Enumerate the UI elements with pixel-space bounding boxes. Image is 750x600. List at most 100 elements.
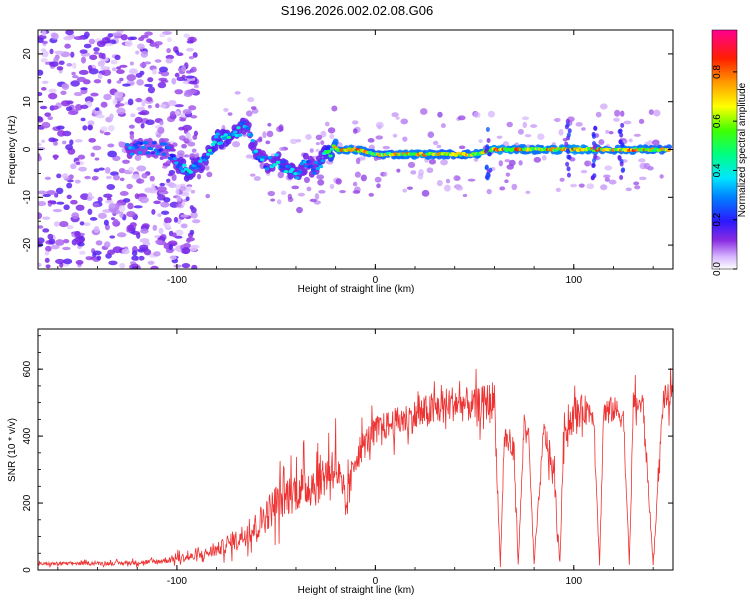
noise-blob xyxy=(97,196,103,203)
noise-blob xyxy=(506,164,514,170)
noise-blob xyxy=(134,154,142,161)
noise-blob xyxy=(458,145,466,150)
noise-blob xyxy=(171,174,177,182)
noise-blob xyxy=(505,172,511,177)
x-tick-label: 100 xyxy=(565,576,582,587)
noise-blob xyxy=(581,127,586,131)
noise-blob xyxy=(554,117,561,123)
noise-blob xyxy=(522,121,528,129)
noise-blob xyxy=(595,111,602,118)
noise-blob xyxy=(318,189,326,194)
ridge-core xyxy=(290,167,295,171)
noise-blob xyxy=(147,104,152,109)
noise-blob xyxy=(97,73,103,80)
noise-blob xyxy=(114,54,121,61)
noise-blob xyxy=(41,50,49,58)
noise-blob xyxy=(191,264,198,269)
noise-blob xyxy=(86,197,93,202)
noise-blob xyxy=(183,138,190,144)
colorbar-label: Normalized spectral amplitude xyxy=(737,82,748,217)
noise-blob xyxy=(147,77,154,83)
colorbar-tick-label: 0.6 xyxy=(712,114,723,128)
noise-blob xyxy=(112,32,122,37)
noise-blob xyxy=(317,179,325,186)
noise-blob xyxy=(113,91,124,99)
ridge-core xyxy=(218,141,224,145)
noise-blob xyxy=(375,135,384,140)
noise-blob xyxy=(249,173,256,177)
noise-blob xyxy=(119,177,125,182)
noise-blob xyxy=(562,138,568,142)
noise-blob xyxy=(122,198,131,203)
noise-blob xyxy=(135,98,143,103)
noise-blob xyxy=(64,43,71,49)
noise-blob xyxy=(144,83,153,88)
noise-blob xyxy=(51,138,59,142)
noise-blob xyxy=(130,36,138,41)
noise-blob xyxy=(518,160,523,166)
noise-blob xyxy=(524,134,532,138)
noise-blob xyxy=(112,246,123,254)
streak-blob xyxy=(485,127,490,133)
noise-blob xyxy=(223,107,229,112)
ridge-core xyxy=(236,126,241,130)
ridge-core xyxy=(309,164,314,168)
noise-blob xyxy=(91,175,99,181)
noise-blob xyxy=(181,65,187,72)
ridge-core xyxy=(261,155,267,159)
noise-blob xyxy=(129,61,134,66)
noise-blob xyxy=(227,112,233,116)
noise-blob xyxy=(437,111,443,118)
noise-blob xyxy=(174,89,184,95)
noise-blob xyxy=(402,188,407,193)
noise-blob xyxy=(119,77,124,82)
noise-blob xyxy=(188,56,195,60)
noise-blob xyxy=(428,159,437,165)
noise-blob xyxy=(66,62,73,67)
noise-blob xyxy=(136,106,146,112)
noise-blob xyxy=(625,187,632,192)
noise-blob xyxy=(165,54,175,60)
noise-blob xyxy=(168,243,174,251)
ridge-core xyxy=(283,169,289,174)
noise-blob xyxy=(157,126,165,134)
noise-blob xyxy=(327,127,336,134)
noise-blob xyxy=(60,100,71,107)
noise-blob xyxy=(382,145,391,150)
ridge-core xyxy=(152,141,157,145)
y-tick-label: -10 xyxy=(22,190,33,205)
noise-blob xyxy=(427,132,433,138)
ridge-core xyxy=(256,155,262,159)
ridge-core xyxy=(314,160,319,165)
noise-blob xyxy=(638,118,645,124)
noise-blob xyxy=(116,69,125,75)
ridge-core xyxy=(213,135,219,139)
noise-blob xyxy=(290,138,298,145)
spectrogram-ylabel: Frequency (Hz) xyxy=(7,116,18,185)
noise-blob xyxy=(253,176,261,181)
noise-blob xyxy=(131,250,138,257)
noise-blob xyxy=(580,169,588,174)
noise-blob xyxy=(116,107,126,115)
noise-blob xyxy=(167,173,173,177)
noise-blob xyxy=(162,165,168,169)
noise-blob xyxy=(504,159,511,163)
noise-blob xyxy=(605,129,610,134)
noise-blob xyxy=(306,186,312,192)
streak-blob xyxy=(590,175,595,181)
noise-blob xyxy=(90,152,95,157)
noise-blob xyxy=(634,185,641,190)
ridge-halo xyxy=(287,172,294,180)
noise-blob xyxy=(533,156,542,163)
streak-blob xyxy=(591,158,596,164)
noise-blob xyxy=(175,188,180,196)
noise-blob xyxy=(473,111,481,119)
noise-blob xyxy=(205,193,211,199)
noise-blob xyxy=(614,109,621,117)
noise-blob xyxy=(158,227,164,235)
noise-blob xyxy=(291,185,300,190)
noise-blob xyxy=(159,104,167,109)
noise-blob xyxy=(144,31,153,36)
noise-blob xyxy=(62,258,73,265)
